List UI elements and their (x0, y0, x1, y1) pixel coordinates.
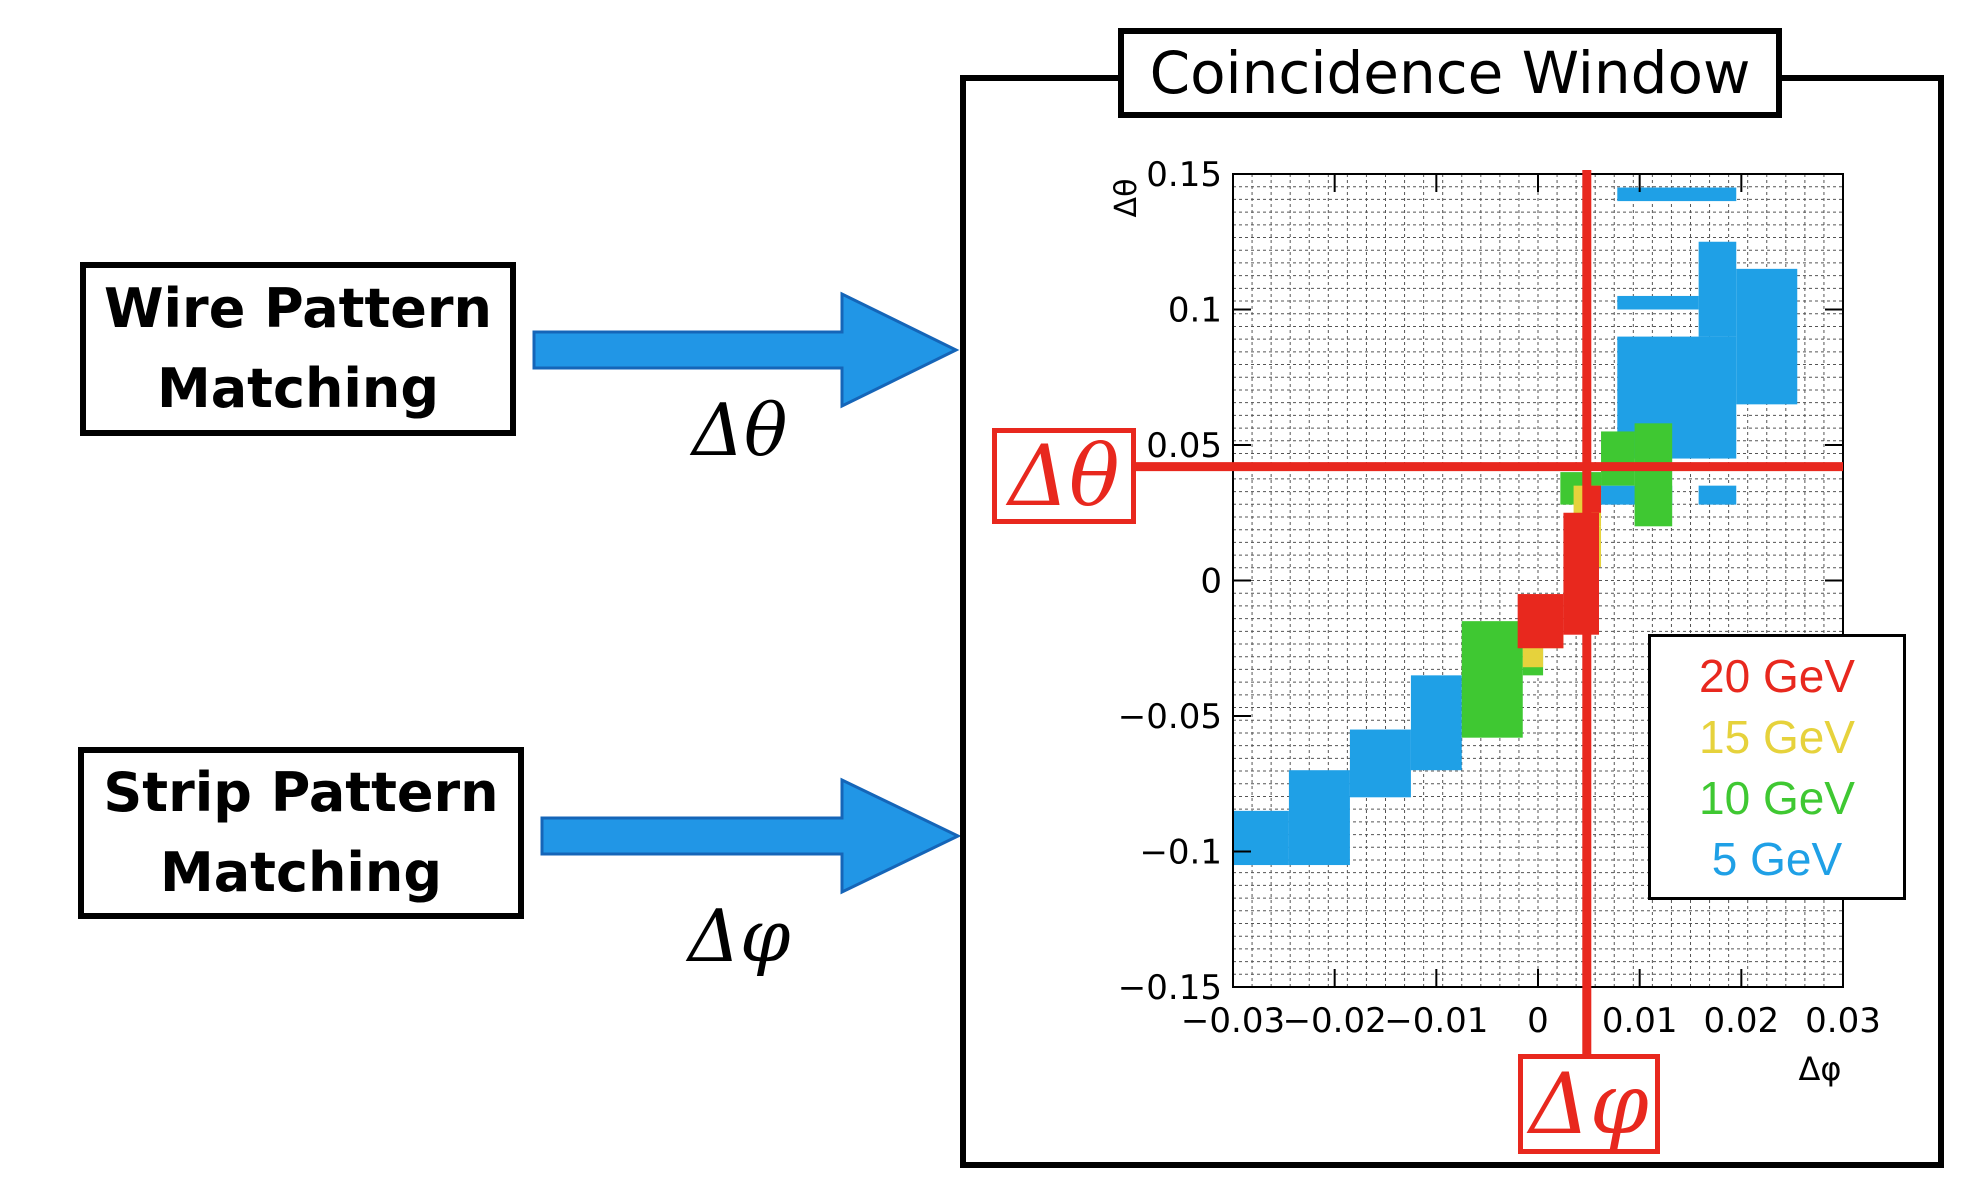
x-tick-label: −0.03 (1181, 1001, 1285, 1041)
x-axis-label: Δφ (1799, 1050, 1842, 1088)
region-5gev (1617, 295, 1699, 310)
energy-legend: 20 GeV 15 GeV 10 GeV 5 GeV (1648, 634, 1906, 900)
legend-15gev: 15 GeV (1699, 710, 1855, 763)
region-5gev (1349, 729, 1411, 798)
region-10gev (1634, 423, 1673, 527)
wire-pattern-matching-box: Wire Pattern Matching (80, 262, 516, 436)
chart-tick-labels: −0.03−0.02−0.01 0 0.01 0.02 0.03 0.15 0.1 0.05 0… (1118, 155, 1881, 1041)
region-5gev (1617, 187, 1737, 202)
highlight-cut-lines (1136, 170, 1843, 1056)
highlight-delta-theta-box: Δθ (992, 427, 1136, 525)
highlight-delta-phi-box: Δφ (1518, 1054, 1660, 1154)
chart-regions (1233, 187, 1798, 866)
region-5gev (1698, 241, 1737, 337)
theta-arrow-icon (532, 291, 960, 409)
x-tick-label: 0.03 (1805, 1001, 1881, 1041)
chart-ticks (1232, 173, 1844, 988)
y-tick-label: 0.15 (1146, 155, 1222, 195)
y-tick-label: −0.05 (1118, 697, 1222, 737)
strip-pattern-label-line2: Matching (159, 841, 443, 904)
y-tick-label: 0.05 (1146, 426, 1222, 466)
x-tick-label: −0.01 (1384, 1001, 1488, 1041)
region-5gev (1288, 770, 1350, 866)
legend-5gev: 5 GeV (1711, 832, 1843, 885)
region-20gev (1517, 594, 1564, 649)
strip-pattern-matching-box: Strip Pattern Matching (78, 747, 524, 919)
y-tick-label: 0.1 (1168, 291, 1222, 331)
y-tick-label: −0.15 (1118, 968, 1222, 1008)
legend-10gev: 10 GeV (1699, 771, 1855, 824)
wire-pattern-label-line2: Matching (156, 357, 440, 420)
x-tick-label: 0 (1527, 1001, 1549, 1041)
delta-phi-label: Δφ (688, 894, 791, 978)
delta-theta-label: Δθ (692, 388, 788, 472)
region-10gev (1461, 621, 1523, 738)
x-tick-label: −0.02 (1283, 1001, 1387, 1041)
region-10gev (1601, 431, 1635, 486)
y-axis-label: Δθ (1109, 179, 1144, 218)
region-5gev (1233, 810, 1289, 866)
region-20gev (1563, 512, 1599, 635)
legend-20gev: 20 GeV (1699, 649, 1855, 702)
region-5gev (1410, 675, 1462, 771)
y-tick-label: −0.1 (1139, 833, 1222, 873)
wire-pattern-label-line1: Wire Pattern (103, 277, 493, 340)
coincidence-window-title: Coincidence Window (1118, 28, 1782, 118)
region-5gev (1698, 485, 1737, 505)
strip-pattern-label-line1: Strip Pattern (103, 761, 499, 824)
phi-arrow-icon (540, 777, 962, 895)
x-tick-label: 0.01 (1602, 1001, 1678, 1041)
y-tick-label: 0 (1200, 562, 1222, 602)
x-tick-label: 0.02 (1703, 1001, 1779, 1041)
region-5gev (1736, 268, 1798, 405)
